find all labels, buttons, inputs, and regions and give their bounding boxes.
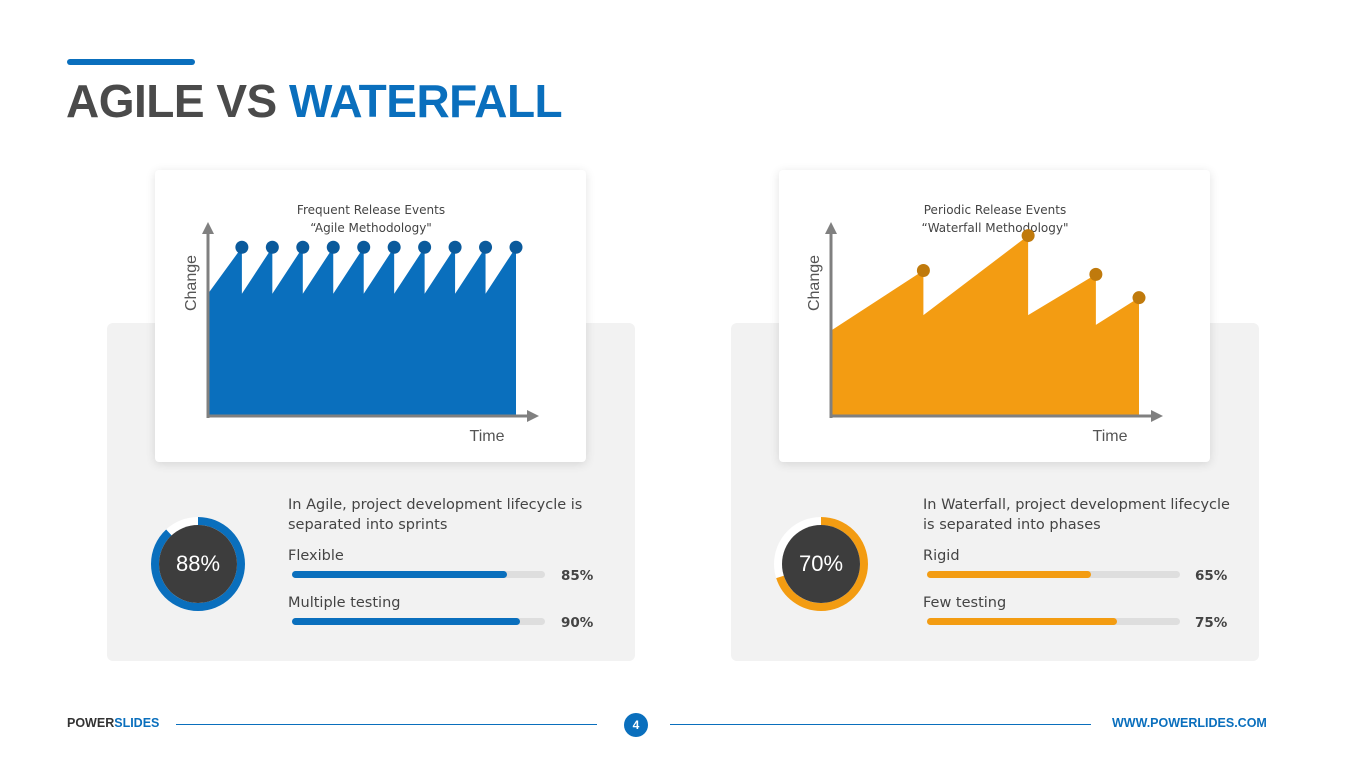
agile-bar-multiple-testing — [292, 618, 545, 625]
agile-donut-label: 88% — [175, 551, 221, 576]
waterfall-bar-fill-rigid — [927, 571, 1092, 578]
agile-release-point-10 — [509, 240, 523, 254]
waterfall-area — [831, 235, 1139, 416]
agile-bar-fill-multiple-testing — [292, 618, 520, 625]
waterfall-donut-label: 70% — [798, 551, 844, 576]
waterfall-metric-value-rigid: 65% — [1195, 568, 1228, 584]
waterfall-chart-card: Periodic Release Events “Waterfall Metho… — [779, 170, 1210, 462]
footer-brand: POWERSLIDES — [67, 716, 159, 730]
waterfall-release-point-2 — [1021, 229, 1035, 243]
agile-y-axis-label: Change — [183, 255, 200, 311]
agile-metric-label-multiple-testing: Multiple testing — [288, 595, 401, 611]
footer-url: WWW.POWERLIDES.COM — [1112, 716, 1267, 730]
agile-chart-subtitle: “Agile Methodology" — [310, 221, 432, 235]
page-number: 4 — [624, 713, 648, 737]
waterfall-description: In Waterfall, project development lifecy… — [923, 497, 1230, 533]
waterfall-bar-few-testing — [927, 618, 1180, 625]
footer-brand-power: POWER — [67, 716, 115, 730]
agile-release-point-2 — [265, 240, 279, 254]
waterfall-release-point-4 — [1132, 291, 1146, 305]
waterfall-metric-label-rigid: Rigid — [923, 548, 960, 564]
agile-bar-flexible — [292, 571, 545, 578]
waterfall-chart: Periodic Release Events “Waterfall Metho… — [806, 203, 1163, 445]
title-waterfall: WATERFALL — [288, 75, 563, 127]
waterfall-donut-center — [782, 525, 860, 603]
agile-release-point-7 — [418, 240, 432, 254]
waterfall-x-axis-arrow — [1151, 410, 1163, 422]
agile-release-point-4 — [326, 240, 340, 254]
agile-area-group — [208, 240, 523, 416]
waterfall-y-axis-label: Change — [806, 255, 823, 311]
agile-area — [208, 247, 516, 416]
title-agile: AGILE VS — [66, 75, 289, 127]
waterfall-donut: 70% — [773, 516, 869, 612]
footer-divider-right — [670, 724, 1091, 725]
page-title: AGILE VS WATERFALL — [66, 74, 563, 128]
agile-description: In Agile, project development lifecycle … — [288, 497, 583, 533]
agile-release-point-1 — [235, 240, 249, 254]
footer-divider-left — [176, 724, 597, 725]
agile-release-point-5 — [357, 240, 371, 254]
agile-y-axis-arrow — [202, 222, 214, 234]
footer-brand-slides: SLIDES — [114, 716, 160, 730]
agile-chart: Frequent Release Events “Agile Methodolo… — [183, 203, 539, 445]
agile-donut-arc — [151, 517, 245, 611]
agile-chart-title: Frequent Release Events — [297, 203, 445, 217]
waterfall-release-point-3 — [1089, 267, 1103, 281]
waterfall-donut-arc — [774, 517, 868, 611]
title-accent-bar — [67, 59, 195, 65]
agile-metric-value-multiple-testing: 90% — [561, 615, 594, 631]
waterfall-area-group — [831, 229, 1146, 416]
agile-donut-center — [159, 525, 237, 603]
agile-release-point-8 — [448, 240, 462, 254]
waterfall-chart-title: Periodic Release Events — [924, 203, 1067, 217]
waterfall-bar-fill-few-testing — [927, 618, 1117, 625]
waterfall-metric-label-few-testing: Few testing — [923, 595, 1007, 611]
agile-release-point-3 — [296, 240, 310, 254]
waterfall-chart-subtitle: “Waterfall Methodology" — [921, 221, 1068, 235]
agile-donut: 88% — [150, 516, 246, 612]
waterfall-bar-rigid — [927, 571, 1180, 578]
agile-metric-value-flexible: 85% — [561, 568, 594, 584]
agile-bar-fill-flexible — [292, 571, 508, 578]
waterfall-y-axis-arrow — [825, 222, 837, 234]
agile-release-point-6 — [387, 240, 401, 254]
agile-release-point-9 — [479, 240, 493, 254]
waterfall-x-axis-label: Time — [1093, 428, 1128, 445]
agile-x-axis-label: Time — [470, 428, 505, 445]
agile-chart-card: Frequent Release Events “Agile Methodolo… — [155, 170, 586, 462]
agile-metric-label-flexible: Flexible — [288, 548, 344, 564]
waterfall-metric-value-few-testing: 75% — [1195, 615, 1228, 631]
waterfall-release-point-1 — [916, 264, 930, 277]
agile-x-axis-arrow — [527, 410, 539, 422]
